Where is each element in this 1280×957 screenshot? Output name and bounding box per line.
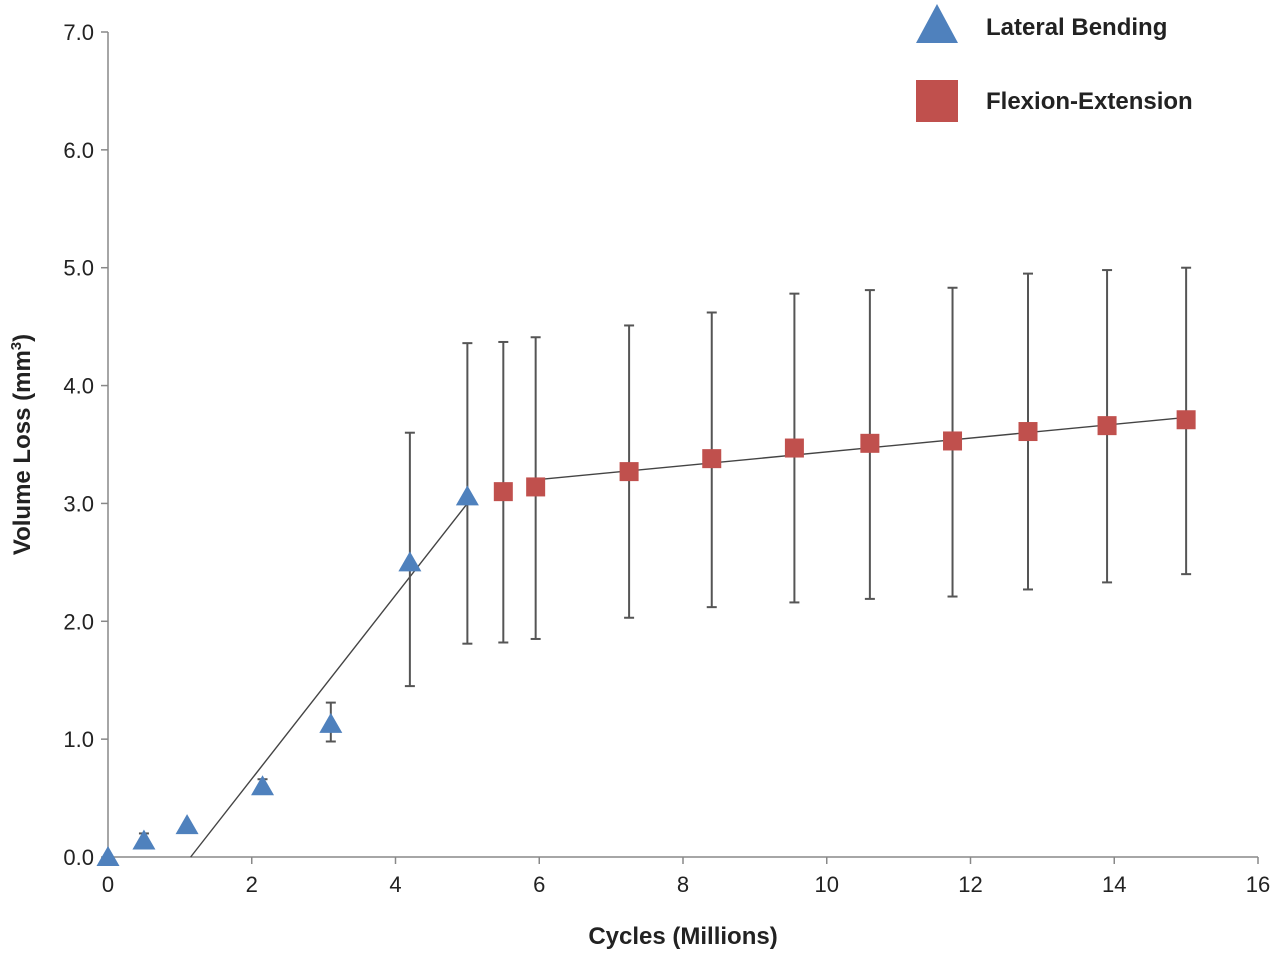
y-tick-label: 2.0	[63, 609, 94, 634]
square-marker	[943, 431, 963, 451]
y-tick-label: 0.0	[63, 845, 94, 870]
square-marker	[1018, 422, 1038, 442]
triangle-marker	[96, 846, 120, 866]
y-tick-label: 4.0	[63, 374, 94, 399]
legend-label-flexion-extension: Flexion-Extension	[986, 88, 1193, 115]
square-marker	[860, 433, 880, 453]
square-marker	[493, 482, 513, 502]
legend-item-flexion-extension: Flexion-Extension	[916, 80, 1193, 122]
square-marker	[1097, 416, 1117, 436]
y-axis-title-sup: 3	[8, 342, 25, 350]
axis-ticks: 0 2 4 6 8 10 12 14 16 0.0 1.0 2.0 3.0 4.0 5.0 6.0 7.0	[63, 20, 1270, 897]
error-bars	[138, 266, 1192, 849]
legend: Lateral Bending Flexion-Extension	[916, 4, 1193, 122]
square-marker	[1176, 410, 1196, 430]
x-tick-label: 0	[102, 872, 114, 897]
trendline-lateral-bending	[190, 502, 468, 858]
triangle-marker	[319, 712, 343, 733]
data-markers	[96, 410, 1196, 866]
x-axis-title: Cycles (Millions)	[588, 923, 777, 950]
triangle-marker	[132, 829, 156, 850]
y-tick-label: 1.0	[63, 727, 94, 752]
y-tick-label: 6.0	[63, 138, 94, 163]
triangle-marker	[251, 775, 275, 796]
y-tick-label: 7.0	[63, 20, 94, 45]
legend-square-marker	[916, 80, 958, 122]
y-axis-title: Volume Loss (mm3)	[8, 334, 36, 555]
square-marker	[619, 462, 639, 482]
legend-label-lateral-bending: Lateral Bending	[986, 14, 1167, 41]
square-marker	[702, 449, 722, 469]
x-tick-label: 12	[958, 872, 982, 897]
square-marker	[526, 477, 546, 497]
x-tick-label: 4	[389, 872, 401, 897]
triangle-marker	[455, 485, 479, 506]
legend-item-lateral-bending: Lateral Bending	[916, 4, 1167, 43]
x-tick-label: 6	[533, 872, 545, 897]
y-axis-title-close: )	[9, 334, 36, 342]
x-tick-label: 10	[815, 872, 839, 897]
triangle-marker	[398, 551, 422, 572]
square-marker	[784, 438, 804, 458]
y-tick-label: 3.0	[63, 491, 94, 516]
x-tick-label: 2	[246, 872, 258, 897]
trendlines	[190, 416, 1187, 858]
legend-triangle-marker	[916, 4, 958, 43]
x-tick-label: 8	[677, 872, 689, 897]
axes	[107, 32, 1258, 858]
y-tick-label: 5.0	[63, 256, 94, 281]
triangle-marker	[175, 814, 199, 835]
x-tick-label: 14	[1102, 872, 1126, 897]
y-axis-title-main: Volume Loss (mm	[9, 350, 36, 555]
x-tick-label: 16	[1246, 872, 1270, 897]
